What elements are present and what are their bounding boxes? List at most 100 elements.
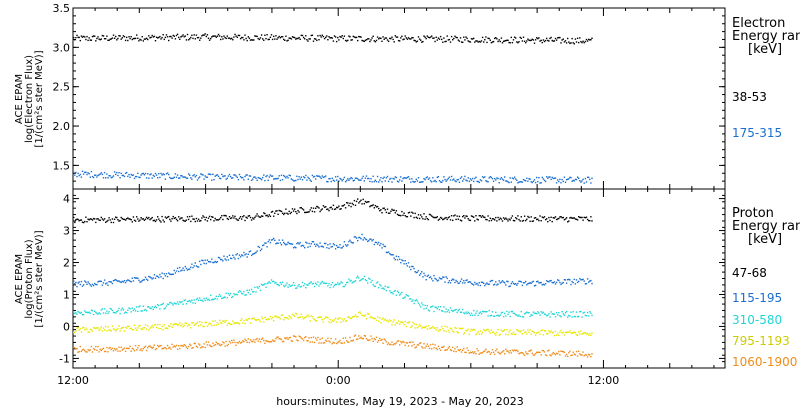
proton-point — [129, 218, 131, 220]
proton-point — [523, 354, 526, 356]
proton-point — [79, 345, 81, 348]
electron-point — [294, 36, 296, 39]
electron-point — [448, 38, 451, 41]
proton-point — [89, 218, 91, 220]
electron-point — [475, 40, 477, 42]
proton-point — [570, 283, 572, 286]
electron-point — [205, 35, 207, 38]
electron-point — [555, 182, 558, 184]
proton-point — [137, 310, 139, 313]
proton-point — [145, 310, 148, 312]
proton-point — [179, 218, 181, 220]
proton-point — [267, 282, 269, 284]
proton-point — [204, 219, 206, 221]
proton-point — [161, 348, 163, 350]
proton-point — [136, 277, 138, 279]
proton-point — [446, 311, 448, 313]
proton-point — [223, 214, 225, 217]
proton-point — [400, 215, 402, 217]
electron-point — [568, 178, 570, 180]
proton-point — [150, 346, 152, 348]
proton-point — [401, 321, 403, 323]
proton-point — [266, 340, 268, 342]
proton-point — [117, 350, 119, 352]
proton-point — [197, 299, 200, 301]
proton-point — [244, 254, 246, 256]
proton-point — [87, 331, 89, 333]
proton-point — [113, 311, 116, 314]
proton-point — [557, 279, 559, 281]
proton-point — [158, 327, 160, 330]
proton-point — [411, 265, 413, 268]
proton-point — [369, 278, 371, 280]
proton-point — [520, 281, 522, 283]
electron-point — [362, 175, 364, 178]
electron-point — [227, 37, 230, 39]
proton-point — [561, 350, 563, 353]
proton-point — [347, 244, 349, 246]
proton-point — [336, 244, 338, 247]
proton-point — [338, 341, 340, 343]
proton-point — [96, 218, 98, 220]
electron-point — [495, 179, 497, 181]
electron-point — [483, 41, 485, 43]
proton-point — [589, 354, 591, 356]
proton-point — [368, 239, 370, 242]
proton-point — [358, 236, 360, 239]
proton-point — [110, 308, 112, 310]
proton-point — [130, 281, 132, 283]
proton-point — [295, 287, 297, 289]
proton-point — [148, 306, 150, 308]
proton-point — [217, 256, 220, 259]
proton-point — [477, 350, 479, 352]
electron-point — [330, 37, 332, 39]
proton-point — [318, 342, 320, 344]
proton-point — [287, 318, 289, 320]
proton-point — [555, 311, 558, 314]
proton-point — [392, 344, 394, 346]
proton-point — [292, 247, 295, 249]
proton-point — [363, 315, 365, 317]
proton-point — [526, 311, 528, 313]
proton-point — [529, 220, 531, 222]
proton-point — [128, 279, 130, 282]
electron-point — [126, 36, 128, 39]
electron-point — [553, 40, 556, 42]
proton-point — [486, 351, 488, 354]
electron-point — [544, 180, 547, 183]
proton-point — [178, 216, 180, 218]
proton-point — [173, 269, 175, 272]
proton-point — [389, 319, 391, 321]
proton-point — [346, 202, 348, 204]
electron-point — [280, 36, 283, 38]
proton-point — [395, 210, 398, 212]
proton-point — [168, 347, 170, 349]
electron-point — [586, 40, 589, 42]
electron-point — [354, 36, 357, 39]
electron-point — [297, 178, 299, 181]
electron-point — [585, 181, 588, 183]
electron-point — [299, 178, 301, 180]
electron-point — [85, 38, 87, 41]
proton-point — [504, 282, 506, 284]
proton-point — [81, 221, 84, 223]
electron-point — [249, 175, 252, 177]
electron-point — [298, 176, 300, 178]
electron-point — [319, 176, 321, 178]
proton-point — [208, 344, 211, 346]
electron-point — [361, 177, 363, 179]
proton-point — [549, 316, 551, 318]
electron-point — [254, 35, 256, 37]
proton-point — [432, 216, 434, 218]
electron-point — [80, 176, 83, 178]
proton-point — [76, 285, 78, 288]
electron-point — [341, 180, 343, 182]
proton-point — [353, 236, 356, 238]
electron-point — [143, 38, 146, 40]
proton-point — [262, 337, 264, 339]
electron-point — [392, 177, 394, 180]
proton-point — [139, 305, 141, 307]
proton-point — [516, 284, 518, 286]
proton-point — [80, 350, 83, 352]
proton-point — [241, 292, 243, 295]
